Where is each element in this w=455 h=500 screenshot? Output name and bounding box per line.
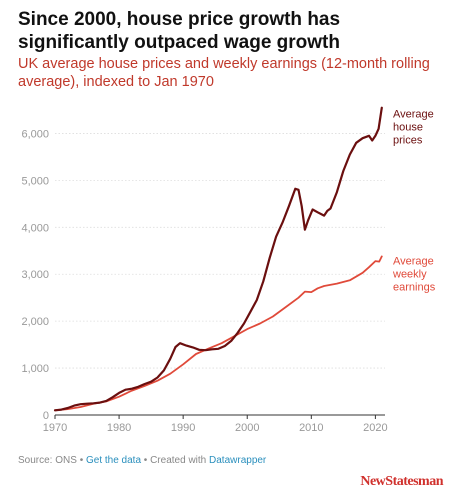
y-tick-label: 1,000 [21, 363, 49, 375]
source-note: Source: ONS [18, 455, 77, 466]
y-axis-tick-labels: 0 1,000 2,000 3,000 4,000 5,000 6,000 [21, 128, 49, 422]
get-the-data-link[interactable]: Get the data [85, 455, 142, 466]
series-labels: Average house prices Average weekly earnings [392, 109, 436, 294]
x-tick-label: 1990 [171, 422, 195, 434]
x-tick-label: 2020 [363, 422, 387, 434]
footer-separator: • [76, 455, 86, 466]
y-tick-label: 3,000 [21, 269, 49, 281]
house-prices-line [53, 106, 383, 412]
x-tick-label: 2000 [235, 422, 259, 434]
x-tick-label: 2010 [299, 422, 323, 434]
datawrapper-link[interactable]: Datawrapper [209, 455, 267, 466]
y-tick-label: 0 [43, 410, 49, 422]
chart-subtitle: UK average house prices and weekly earni… [18, 56, 430, 90]
series-lines [53, 106, 383, 412]
line-chart: 0 1,000 2,000 3,000 4,000 5,000 6,000 1970 1980… [21, 106, 436, 434]
gridlines [55, 133, 385, 416]
chart-footer: Source: ONS • Get the data • Created wit… [18, 455, 266, 466]
chart-title: Since 2000, house price growth has signi… [18, 9, 341, 53]
footer-credit-prefix: • Created with [141, 455, 210, 466]
weekly-earnings-label: Average weekly earnings [392, 255, 436, 293]
y-tick-label: 2,000 [21, 316, 49, 328]
x-tick-label: 1970 [43, 422, 67, 434]
x-tick-label: 1980 [107, 422, 131, 434]
new-statesman-logo: NewStatesman [360, 474, 443, 489]
weekly-earnings-line [54, 255, 383, 412]
y-tick-label: 6,000 [21, 128, 49, 140]
x-axis-tick-labels: 1970 1980 1990 2000 2010 2020 [43, 415, 388, 434]
y-tick-label: 5,000 [21, 175, 49, 187]
y-tick-label: 4,000 [21, 222, 49, 234]
house-prices-label: Average house prices [393, 109, 434, 147]
